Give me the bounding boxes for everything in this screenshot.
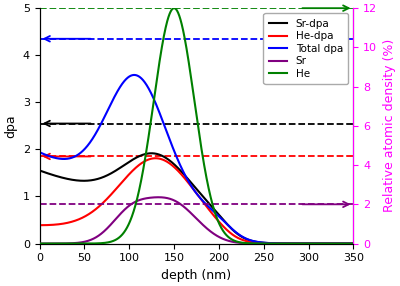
X-axis label: depth (nm): depth (nm) [162,269,232,282]
Legend: Sr-dpa, He-dpa, Total dpa, Sr, He: Sr-dpa, He-dpa, Total dpa, Sr, He [264,13,348,84]
Y-axis label: dpa: dpa [4,114,17,138]
Y-axis label: Relative atomic density (%): Relative atomic density (%) [383,39,396,212]
